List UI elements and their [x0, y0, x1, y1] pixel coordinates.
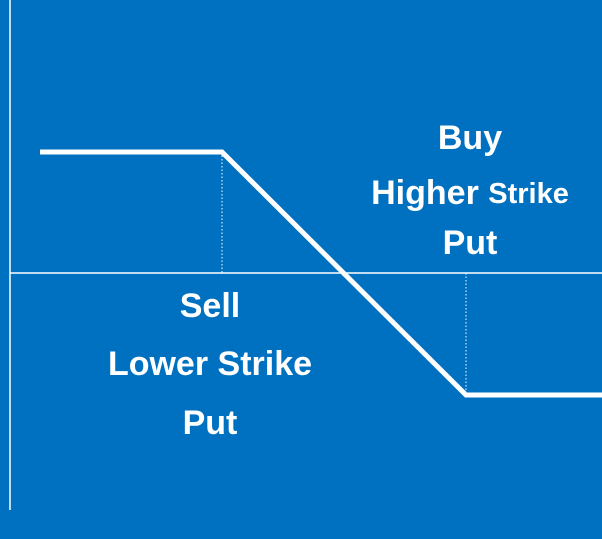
annotation-line: Put — [183, 404, 238, 442]
annotation-line: Sell — [180, 287, 240, 325]
annotation-line: Higher Strike — [371, 174, 569, 212]
annotation-line: Buy — [438, 119, 502, 157]
annotation-word: Strike — [488, 178, 569, 210]
payoff-line — [40, 149, 602, 398]
annotation-word: Higher — [371, 174, 479, 212]
annotation-line: Lower Strike — [108, 345, 312, 383]
annotation-line: Put — [443, 224, 498, 262]
